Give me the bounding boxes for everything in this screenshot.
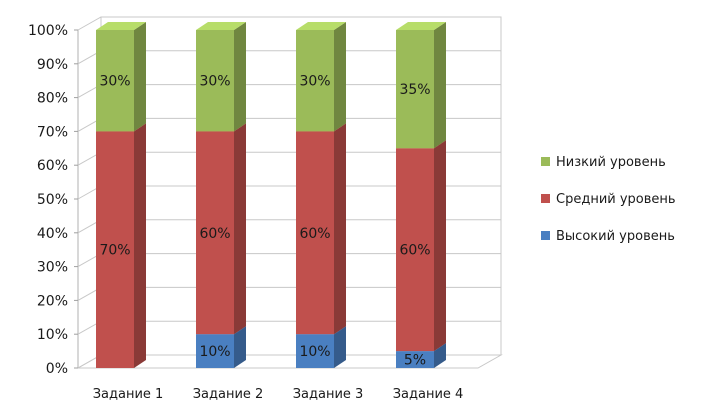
x-category-label: Задание 4 — [393, 387, 464, 402]
bar-side — [234, 123, 246, 335]
legend-swatch — [541, 157, 550, 166]
x-category-label: Задание 1 — [93, 387, 164, 402]
legend-label: Высокий уровень — [556, 229, 675, 244]
bar-segment — [96, 131, 134, 368]
legend-label: Низкий уровень — [556, 155, 666, 170]
y-tick-label: 100% — [28, 23, 68, 39]
y-tick-label: 90% — [37, 57, 68, 73]
bar-side — [234, 22, 246, 132]
bar-top — [396, 22, 446, 30]
y-tick-label: 30% — [37, 260, 68, 276]
gridline — [77, 16, 501, 31]
x-category-label: Задание 3 — [293, 387, 364, 402]
data-label: 60% — [199, 226, 230, 242]
y-tick-label: 70% — [37, 124, 68, 140]
data-labels: 70% 30% 10% 60% 30% 10% 60% 30% 5% 60% 35% — [99, 74, 430, 369]
bar-side — [434, 22, 446, 149]
data-label: 60% — [399, 243, 430, 259]
bar-segment — [296, 30, 334, 132]
bar-top — [196, 22, 246, 30]
y-tick-label: 40% — [37, 226, 68, 242]
bar-segment — [396, 30, 434, 149]
bar-side — [434, 140, 446, 352]
bar-segment — [396, 148, 434, 352]
x-axis-categories: Задание 1 Задание 2 Задание 3 Задание 4 — [93, 387, 464, 402]
y-axis-ticks: 0% 10% 20% 30% 40% 50% 60% 70% 80% 90% 100% — [28, 23, 68, 377]
y-tick-label: 10% — [37, 327, 68, 343]
bar-segment — [196, 131, 234, 335]
y-tick-label: 60% — [37, 158, 68, 174]
bar-side — [334, 22, 346, 132]
legend: Низкий уровень Средний уровень Высокий уро… — [541, 155, 676, 244]
y-tick-label: 0% — [46, 361, 68, 377]
data-label: 10% — [299, 344, 330, 360]
data-label: 70% — [99, 243, 130, 259]
legend-label: Средний уровень — [556, 192, 676, 207]
legend-swatch — [541, 231, 550, 240]
bar-side — [234, 326, 246, 368]
data-label: 5% — [404, 353, 426, 369]
bar-segment — [296, 131, 334, 335]
bar-side — [134, 22, 146, 132]
y-tick-label: 20% — [37, 293, 68, 309]
x-category-label: Задание 2 — [193, 387, 264, 402]
data-label: 30% — [299, 74, 330, 90]
bar-side — [434, 343, 446, 368]
y-tick-label: 80% — [37, 91, 68, 107]
bar-top — [96, 22, 146, 30]
legend-swatch — [541, 194, 550, 203]
bar-segment — [196, 30, 234, 132]
bar-segment — [196, 334, 234, 368]
y-tick-label: 50% — [37, 192, 68, 208]
data-label: 10% — [199, 344, 230, 360]
data-label: 30% — [99, 74, 130, 90]
bar-top — [296, 22, 346, 30]
bars — [96, 22, 446, 369]
bar-side — [334, 123, 346, 335]
bar-segment — [396, 351, 434, 368]
data-label: 35% — [399, 82, 430, 98]
data-label: 30% — [199, 74, 230, 90]
data-label: 60% — [299, 226, 330, 242]
bar-segment — [296, 334, 334, 368]
bar-side — [134, 123, 146, 369]
bar-segment — [96, 30, 134, 132]
bar-side — [334, 326, 346, 368]
